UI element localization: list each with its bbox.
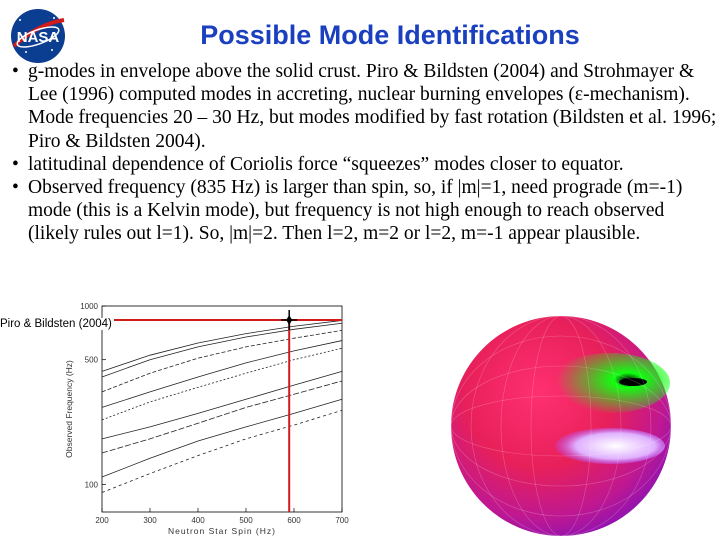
series-line — [101, 320, 343, 372]
y-axis-label: Observed Frequency (Hz) — [64, 360, 74, 458]
x-tick-label: 300 — [143, 516, 157, 525]
y-tick-label: 100 — [85, 480, 99, 489]
x-tick-label: 200 — [95, 516, 109, 525]
y-tick-label: 1000 — [80, 302, 98, 311]
bullet-item: Observed frequency (835 Hz) is larger th… — [6, 176, 718, 246]
slide-title: Possible Mode Identifications — [200, 20, 580, 50]
plot-frame — [101, 305, 343, 513]
frequency-spin-chart: 200 300 400 500 600 700 1000 500 100 Neutron Star… — [0, 302, 349, 536]
series-line — [101, 398, 343, 478]
figure-credit: Piro & Bildsten (2004) — [0, 318, 114, 330]
mode-sphere-image — [420, 286, 702, 540]
x-tick-label: 400 — [191, 516, 205, 525]
nasa-logo: NASA — [11, 9, 65, 63]
observed-point-star — [286, 314, 293, 325]
x-axis-label: Neutron Star Spin (Hz) — [168, 526, 276, 536]
series-line — [101, 409, 343, 493]
series-line — [101, 322, 343, 378]
series-line — [101, 340, 343, 408]
series-line — [101, 329, 343, 393]
series-line — [101, 380, 343, 454]
x-tick-label: 600 — [287, 516, 301, 525]
y-tick-label: 500 — [85, 356, 99, 365]
bullet-list: g-modes in envelope above the solid crus… — [6, 60, 718, 246]
series-line — [101, 370, 343, 440]
logo-text: NASA — [17, 29, 60, 46]
series-line — [101, 347, 343, 421]
bullet-item: latitudinal dependence of Coriolis force… — [6, 153, 718, 176]
x-tick-label: 500 — [239, 516, 253, 525]
bullet-item: g-modes in envelope above the solid crus… — [6, 60, 718, 153]
x-tick-label: 700 — [335, 516, 349, 525]
